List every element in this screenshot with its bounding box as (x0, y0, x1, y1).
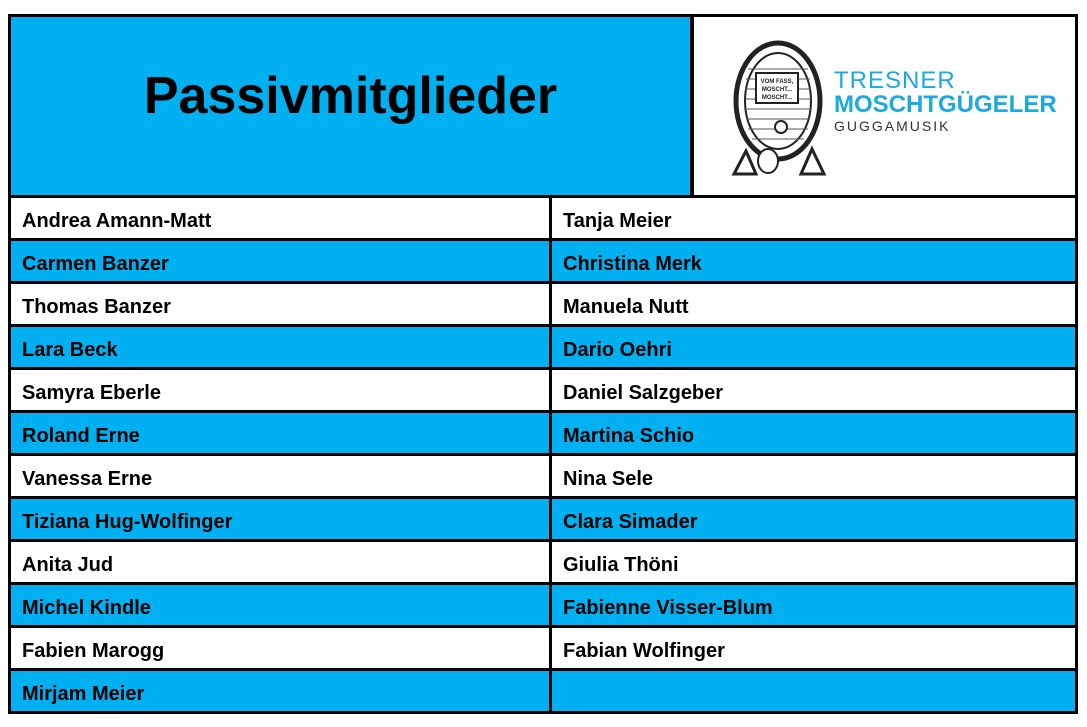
member-cell: Fabien Marogg (11, 628, 549, 668)
logo-text: TRESNER MOSCHTGÜGELER GUGGAMUSIK (834, 69, 1057, 135)
member-cell: Clara Simader (552, 499, 1075, 539)
member-cell: Dario Oehri (552, 327, 1075, 367)
svg-text:MOSCHT...: MOSCHT... (762, 95, 793, 101)
member-cell: Vanessa Erne (11, 456, 549, 496)
member-cell: Lara Beck (11, 327, 549, 367)
member-cell: Nina Sele (552, 456, 1075, 496)
member-cell: Daniel Salzgeber (552, 370, 1075, 410)
member-cell: Anita Jud (11, 542, 549, 582)
member-cell: Fabian Wolfinger (552, 628, 1075, 668)
svg-text:VOM FASS,: VOM FASS, (761, 79, 794, 85)
member-cell (552, 671, 1075, 711)
member-cell: Martina Schio (552, 413, 1075, 453)
logo-line-1: TRESNER (834, 67, 956, 94)
member-cell: Roland Erne (11, 413, 549, 453)
member-cell: Christina Merk (552, 241, 1075, 281)
logo: VOM FASS, MOSCHT... MOSCHT... TRESNER MO… (694, 17, 1075, 195)
logo-line-2: MOSCHTGÜGELER (834, 91, 1057, 118)
page-title: Passivmitglieder (143, 67, 558, 125)
member-sheet: Passivmitglieder VOM FASS, MOSCHT... MOS… (8, 14, 1078, 714)
member-cell: Manuela Nutt (552, 284, 1075, 324)
member-cell: Thomas Banzer (11, 284, 549, 324)
member-cell: Michel Kindle (11, 585, 549, 625)
barrel-logo-icon: VOM FASS, MOSCHT... MOSCHT... (731, 40, 827, 176)
member-cell: Mirjam Meier (11, 671, 549, 711)
member-cell: Fabienne Visser-Blum (552, 585, 1075, 625)
title-cell: Passivmitglieder (11, 17, 690, 195)
logo-line-3: GUGGAMUSIK (834, 118, 951, 134)
member-cell: Andrea Amann-Matt (11, 198, 549, 238)
member-cell: Tiziana Hug-Wolfinger (11, 499, 549, 539)
svg-text:MOSCHT...: MOSCHT... (762, 87, 793, 93)
member-cell: Giulia Thöni (552, 542, 1075, 582)
member-cell: Samyra Eberle (11, 370, 549, 410)
member-cell: Carmen Banzer (11, 241, 549, 281)
member-cell: Tanja Meier (552, 198, 1075, 238)
member-table: Andrea Amann-Matt Tanja Meier Carmen Banze… (11, 198, 1075, 711)
